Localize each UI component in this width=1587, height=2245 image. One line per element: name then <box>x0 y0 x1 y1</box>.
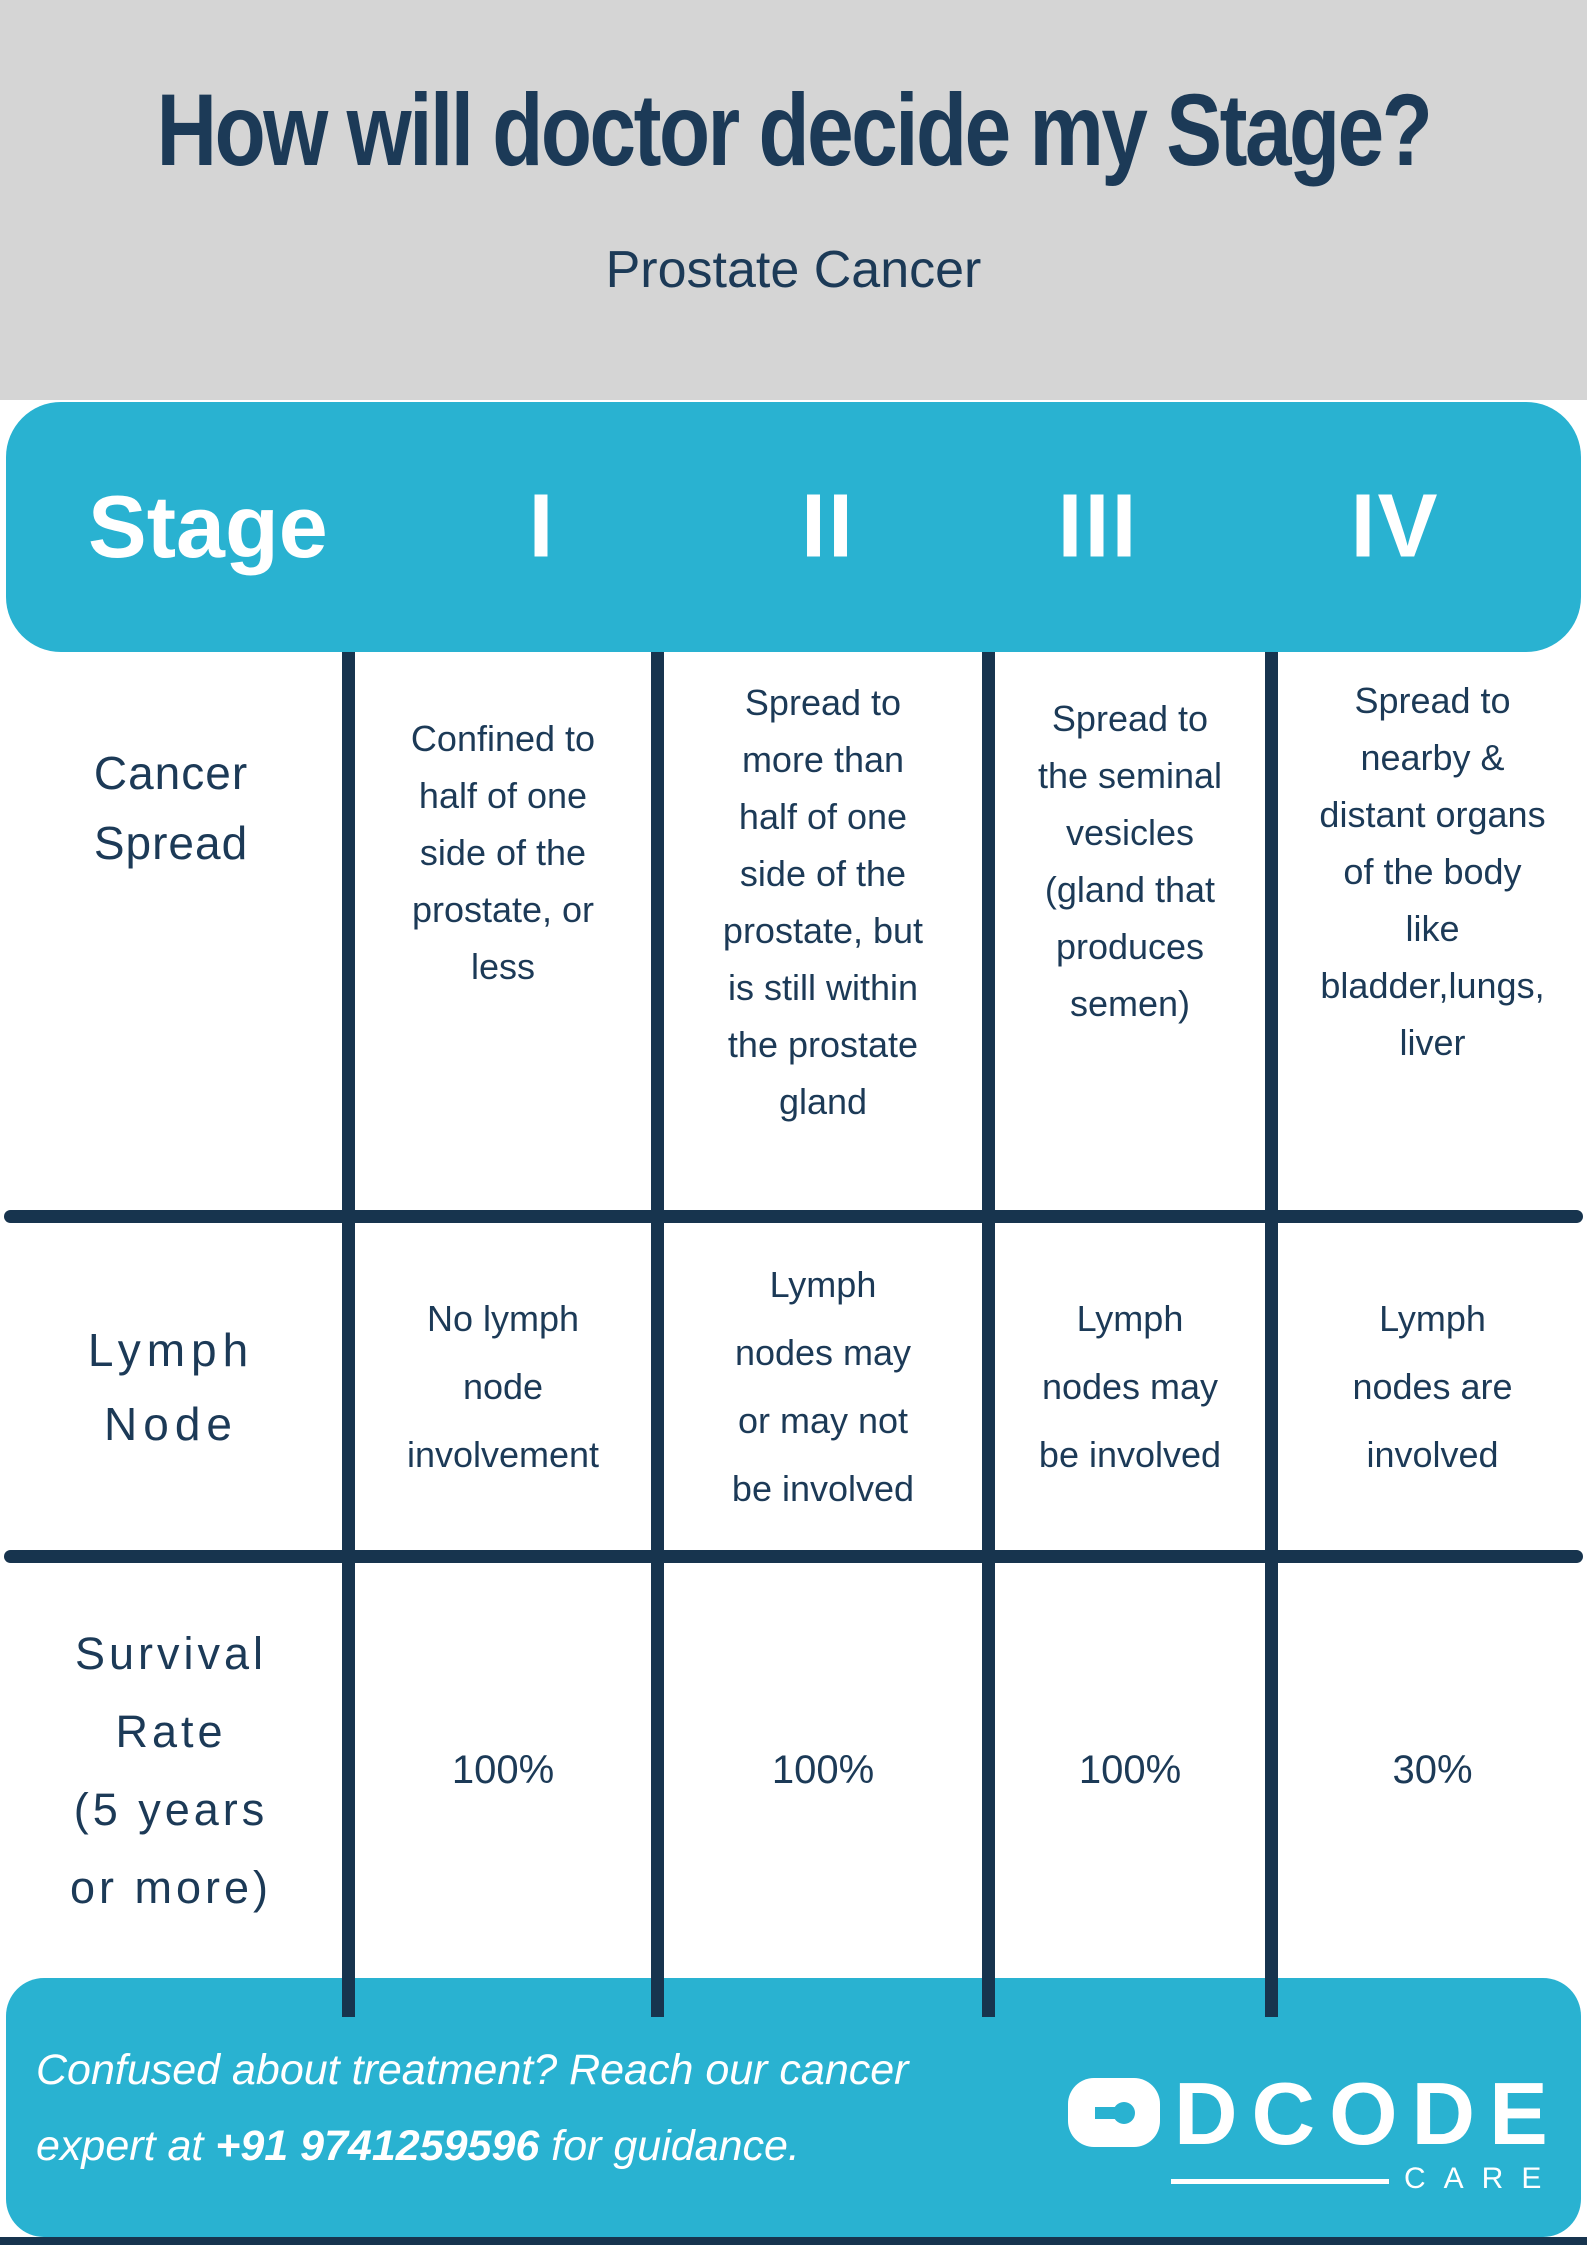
footer-line2-post: for guidance. <box>539 2122 800 2170</box>
footer-line1: Confused about treatment? Reach our canc… <box>36 2046 909 2094</box>
row-divider <box>4 1550 1583 1563</box>
column-divider <box>651 652 664 2017</box>
footer-line2-pre: expert at <box>36 2122 216 2170</box>
logo-care-text: CARE <box>1404 2162 1560 2195</box>
survival-rate-stage-2: 100% <box>771 1748 875 1792</box>
lymph-node-stage-4: Lymph nodes are involved <box>1352 1297 1513 1475</box>
row-label-lymph-node: Lymph Node <box>87 1323 255 1450</box>
footer-banner: Confused about treatment? Reach our canc… <box>6 1978 1581 2237</box>
stage-column-IV: IV <box>1350 476 1440 577</box>
lymph-node-stage-2: Lymph nodes may or may not be involved <box>731 1263 915 1509</box>
row-label-survival-rate: Survival Rate (5 years or more) <box>69 1627 273 1913</box>
page-subtitle: Prostate Cancer <box>605 241 982 299</box>
survival-rate-stage-1: 100% <box>451 1748 555 1792</box>
cancer-spread-stage-2: Spread to more than half of one side of … <box>722 682 924 1122</box>
lymph-node-stage-3: Lymph nodes may be involved <box>1038 1297 1222 1475</box>
cancer-spread-stage-3: Spread to the seminal vesicles (gland th… <box>1037 698 1223 1024</box>
row-divider <box>4 1210 1583 1223</box>
footer-phone-number: +91 9741259596 <box>215 2122 540 2170</box>
dcode-keyhole-icon <box>1068 2078 1160 2147</box>
column-divider <box>1265 652 1278 2017</box>
stage-header-label: Stage <box>88 477 328 576</box>
header-section: How will doctor decide my Stage? Prostat… <box>0 0 1587 400</box>
stage-header-bar: Stage I II III IV <box>6 402 1581 652</box>
footer-contact-text: Confused about treatment? Reach our canc… <box>36 2032 908 2184</box>
bottom-edge-strip <box>0 2237 1587 2245</box>
survival-rate-stage-4: 30% <box>1392 1748 1473 1792</box>
lymph-node-stage-1: No lymph node involvement <box>406 1297 600 1475</box>
stage-column-II: II <box>800 476 856 577</box>
column-divider <box>982 652 995 2017</box>
cancer-spread-stage-1: Confined to half of one side of the pros… <box>410 718 596 987</box>
dcode-logo-wordmark: DCODE <box>1174 2064 1562 2163</box>
stage-column-III: III <box>1057 476 1139 577</box>
survival-rate-stage-3: 100% <box>1078 1748 1182 1792</box>
column-divider <box>342 652 355 2017</box>
staging-table: Cancer Spread Confined to half of one si… <box>0 652 1587 2017</box>
cancer-spread-stage-4: Spread to nearby & distant organs of the… <box>1319 680 1546 1063</box>
logo-underline <box>1171 2179 1389 2184</box>
row-label-cancer-spread: Cancer Spread <box>93 747 249 869</box>
page-title: How will doctor decide my Stage? <box>156 73 1433 187</box>
stage-column-I: I <box>528 476 556 577</box>
keyhole-dot <box>1113 2102 1135 2124</box>
